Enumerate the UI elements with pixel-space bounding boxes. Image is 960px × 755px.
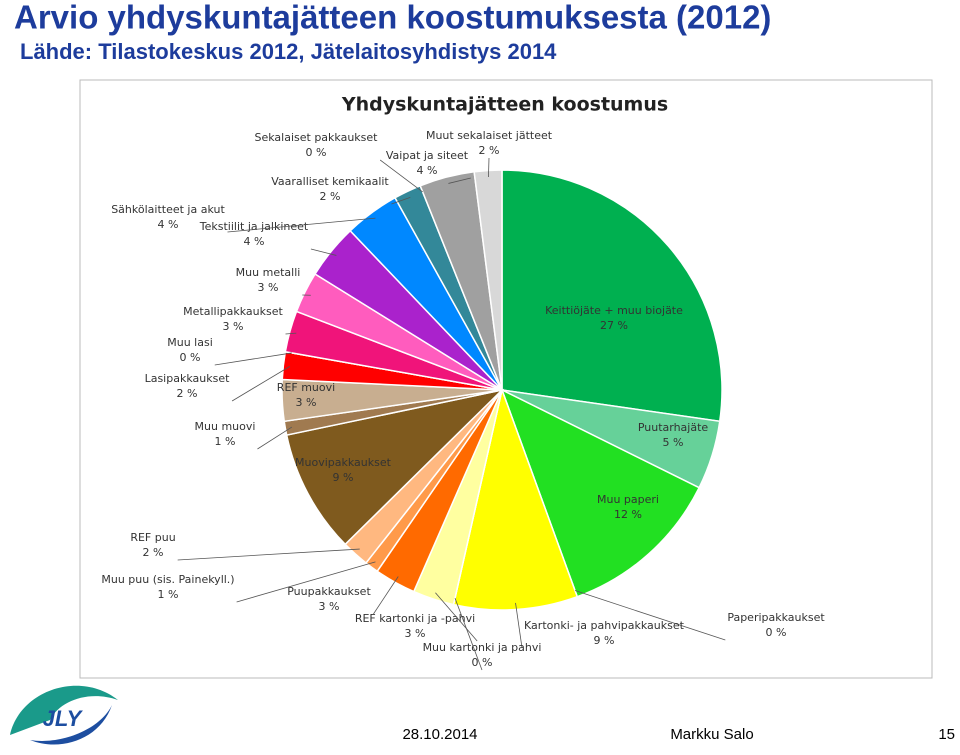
slide-title: Arvio yhdyskuntajätteen koostumuksesta (… xyxy=(14,0,771,36)
logo: JLY xyxy=(10,685,118,745)
slice-label: Keittiöjäte + muu biojäte xyxy=(545,304,683,317)
leader-line xyxy=(435,592,478,642)
chart-title: Yhdyskuntajätteen koostumus xyxy=(341,94,668,116)
pie-slice xyxy=(500,388,701,598)
slice-value-label: 4 % xyxy=(417,164,438,177)
slice-label: REF puu xyxy=(130,531,175,544)
pie-slice xyxy=(473,169,503,391)
pie-slice xyxy=(501,169,723,423)
slice-value-label: 2 % xyxy=(177,387,198,400)
leader-line xyxy=(515,602,523,649)
leader-line xyxy=(285,332,297,335)
slice-label: REF muovi xyxy=(277,381,335,394)
pie-slice xyxy=(452,387,579,611)
slice-value-label: 0 % xyxy=(766,626,787,639)
slice-value-label: 1 % xyxy=(215,435,236,448)
slice-label: Puutarhajäte xyxy=(638,421,709,434)
slice-label: Muovipakkaukset xyxy=(295,456,392,469)
slice-label: Sekalaiset pakkaukset xyxy=(255,131,379,144)
slice-label: Paperipakkaukset xyxy=(727,611,825,624)
leader-line xyxy=(214,352,292,366)
slice-label: Kartonki- ja pahvipakkaukset xyxy=(524,619,685,632)
leader-line xyxy=(574,590,726,641)
slice-value-label: 27 % xyxy=(600,319,628,332)
slice-value-label: 3 % xyxy=(405,627,426,640)
slice-label: Muu metalli xyxy=(236,266,301,279)
slice-label: Puupakkaukset xyxy=(287,585,371,598)
footer-author: Markku Salo xyxy=(670,726,753,743)
slice-label: Muu puu (sis. Painekyll.) xyxy=(101,573,234,586)
leader-line xyxy=(448,177,471,184)
leader-line xyxy=(488,157,490,178)
slice-value-label: 0 % xyxy=(180,351,201,364)
leader-line xyxy=(310,248,337,256)
logo-swoosh xyxy=(10,685,118,735)
slice-value-label: 9 % xyxy=(594,634,615,647)
slice-value-label: 3 % xyxy=(296,396,317,409)
slide-subtitle: Lähde: Tilastokeskus 2012, Jätelaitosyhd… xyxy=(20,39,557,64)
slice-label: Muu lasi xyxy=(167,336,213,349)
slice-value-label: 3 % xyxy=(319,600,340,613)
leader-line xyxy=(391,196,411,205)
slice-label: Vaipat ja siteet xyxy=(386,149,469,162)
pie-slice xyxy=(285,388,505,546)
slice-value-label: 3 % xyxy=(258,281,279,294)
slice-label: Tekstiilit ja jalkineet xyxy=(199,220,309,233)
slice-label: Sähkölaitteet ja akut xyxy=(111,203,225,216)
slice-label: Metallipakkaukset xyxy=(183,305,283,318)
logo-text: JLY xyxy=(43,706,84,731)
slice-label: Lasipakkaukset xyxy=(145,372,231,385)
slice-value-label: 9 % xyxy=(333,471,354,484)
logo-swoosh xyxy=(30,705,112,745)
slice-label: Vaaralliset kemikaalit xyxy=(271,175,389,188)
leader-line xyxy=(257,426,293,450)
slice-value-label: 3 % xyxy=(223,320,244,333)
slice-value-label: 2 % xyxy=(143,546,164,559)
leader-line xyxy=(373,576,399,615)
leader-line xyxy=(236,561,376,603)
slice-label: Muu paperi xyxy=(597,493,659,506)
leader-line xyxy=(454,598,483,671)
leader-line xyxy=(231,366,291,402)
footer-date: 28.10.2014 xyxy=(402,726,477,743)
leader-line xyxy=(379,159,423,193)
leader-line xyxy=(227,217,376,233)
slice-value-label: 12 % xyxy=(614,508,642,521)
slice-value-label: 2 % xyxy=(320,190,341,203)
slice-value-label: 0 % xyxy=(306,146,327,159)
slice-value-label: 1 % xyxy=(158,588,179,601)
slice-label: Muut sekalaiset jätteet xyxy=(426,129,553,142)
slice-label: Muu muovi xyxy=(195,420,256,433)
slice-value-label: 4 % xyxy=(158,218,179,231)
slice-value-label: 5 % xyxy=(663,436,684,449)
slice-value-label: 4 % xyxy=(244,235,265,248)
slice-label: REF kartonki ja -pahvi xyxy=(355,612,475,625)
slice-label: Muu kartonki ja pahvi xyxy=(423,641,542,654)
leader-line xyxy=(177,548,360,561)
slice-value-label: 2 % xyxy=(479,144,500,157)
footer-page: 15 xyxy=(938,726,955,743)
slice-value-label: 0 % xyxy=(472,656,493,669)
